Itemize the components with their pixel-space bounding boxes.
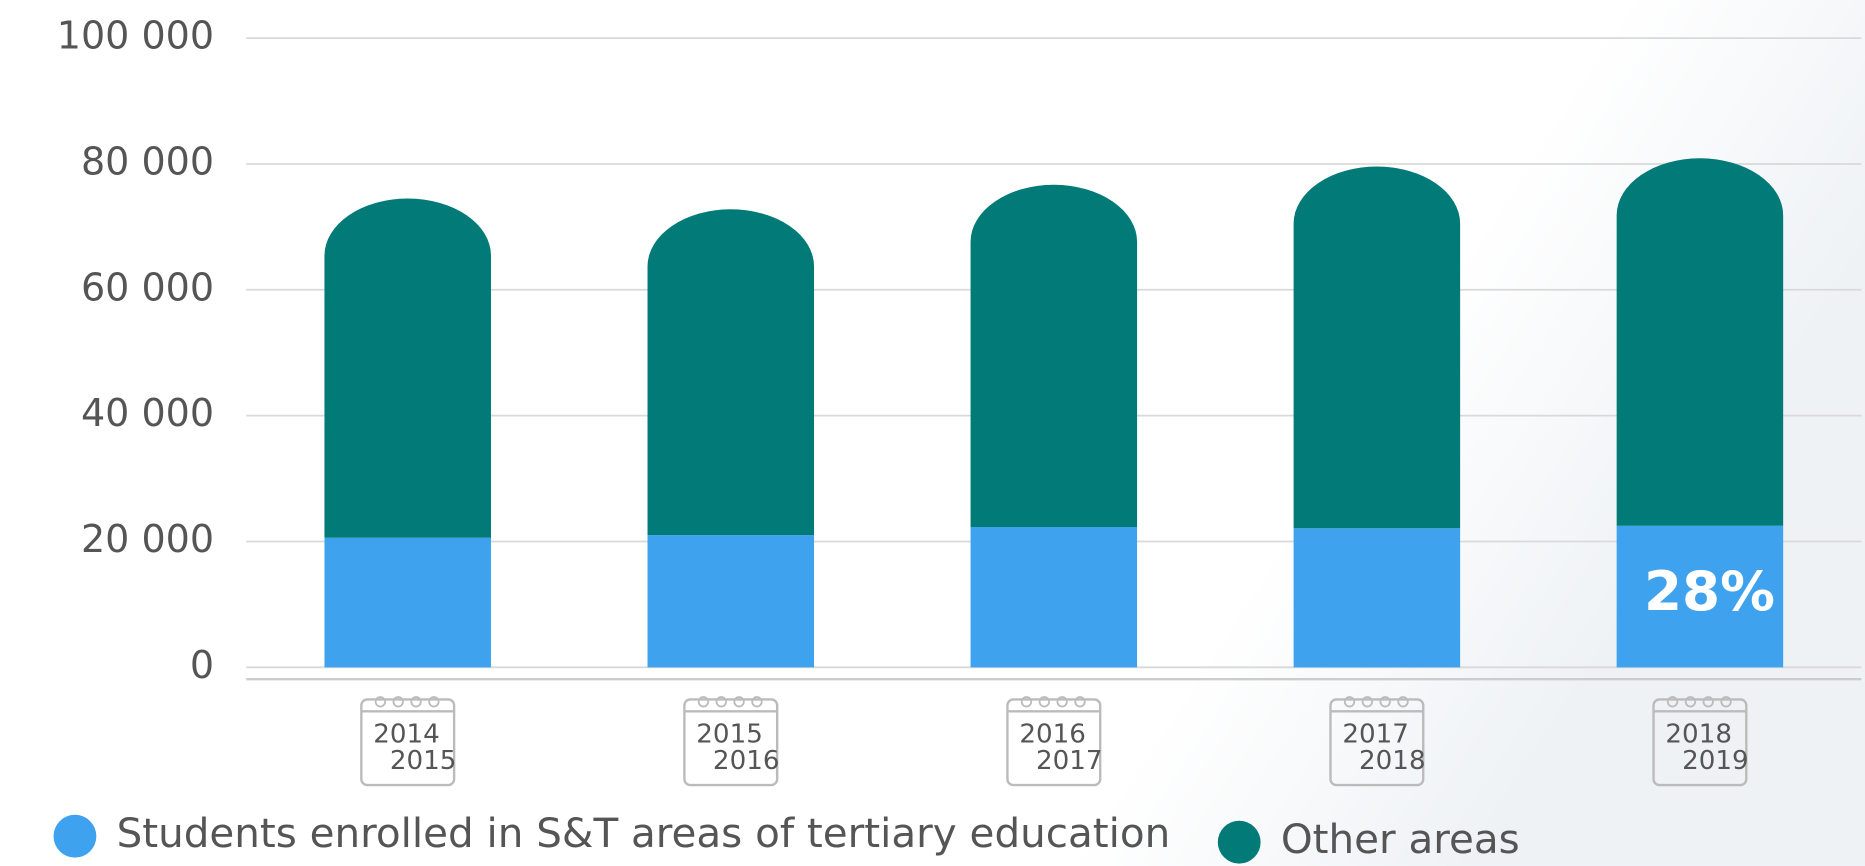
bar-segment [970,527,1138,668]
calendar-icon [360,696,456,787]
calendar-ring [428,696,440,708]
bar-segment [647,209,815,536]
y-tick-label: 40 000 [81,391,214,435]
calendar-ring [1074,696,1086,708]
bar-segment [1616,158,1784,526]
y-tick-label: 80 000 [81,139,214,183]
x-tick-label: 2019 [1682,746,1749,776]
bar-segment [970,184,1138,528]
x-tick-label: 2015 [696,720,763,750]
calendar-icon [1329,696,1425,787]
calendar-ring [1666,696,1679,708]
calendar-frame [1329,698,1425,787]
legend-label: Other areas [1281,815,1520,863]
calendar-ring [715,696,727,708]
calendar-ring [392,696,404,708]
calendar-ring [697,696,710,708]
legend-swatch [1217,820,1261,864]
calendar-frame [1652,698,1748,787]
calendar-ring [1684,696,1697,708]
legend-label: Students enrolled in S&T areas of tertia… [117,809,1171,857]
calendar-ring [1038,696,1050,708]
y-tick-label: 20 000 [81,517,214,561]
calendar-frame [683,698,779,787]
calendar-ring [410,696,422,708]
bar-segment [324,537,491,668]
legend-swatch [53,814,97,858]
calendar-icon [683,696,779,787]
x-tick-label: 2014 [373,720,440,750]
calendar-ring [374,696,387,708]
x-tick-label: 2018 [1359,746,1426,776]
x-tick-label: 2015 [390,746,457,776]
calendar-ring [1020,696,1033,708]
bar-segment [1293,166,1461,529]
calendar-ring [1720,696,1732,708]
calendar-ring [1343,696,1356,708]
x-tick-label: 2017 [1342,720,1409,750]
y-tick-label: 100 000 [57,14,214,58]
calendar-icon [1006,696,1102,787]
calendar-frame [1006,698,1102,787]
calendar-ring [1361,696,1373,708]
x-tick-label: 2016 [713,746,780,776]
calendar-ring [733,696,745,708]
calendar-icon [1652,696,1748,787]
annotation: 28% [1644,559,1775,623]
bar-segment [1616,525,1784,668]
calendar-ring [1379,696,1391,708]
bar-segment [1293,528,1461,668]
calendar-frame [360,698,456,787]
calendar-ring [1056,696,1068,708]
x-tick-label: 2016 [1019,720,1086,750]
x-tick-label: 2017 [1036,746,1103,776]
y-tick-label: 0 [190,643,214,687]
calendar-ring [1397,696,1409,708]
calendar-ring [751,696,763,708]
x-tick-label: 2018 [1665,720,1732,750]
y-tick-label: 60 000 [81,265,214,309]
bar-segment [647,535,815,668]
calendar-ring [1702,696,1714,708]
bar-segment [324,198,491,538]
